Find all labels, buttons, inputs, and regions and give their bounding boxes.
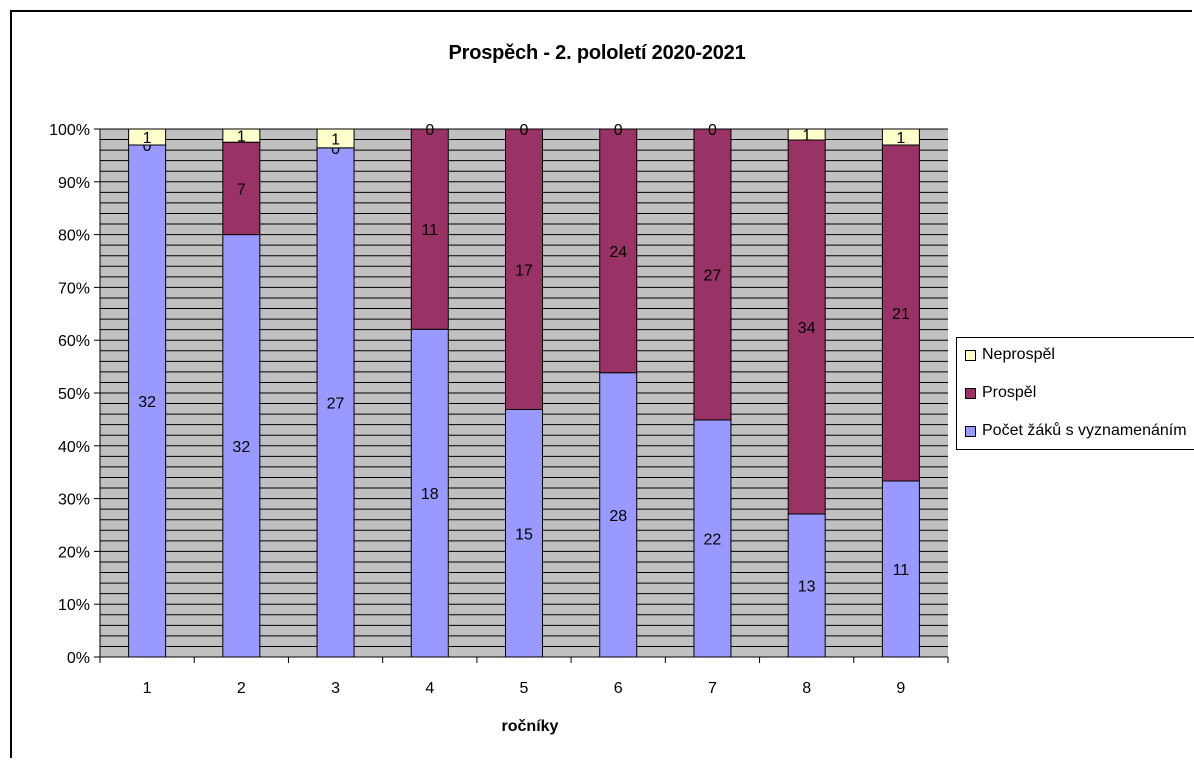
bar-segment xyxy=(410,128,449,330)
bar-segment xyxy=(410,328,449,658)
bar-segment xyxy=(787,128,826,141)
data-label: 0 xyxy=(331,141,340,158)
x-tick-label: 8 xyxy=(802,680,811,697)
bar-segment xyxy=(881,128,920,146)
data-label: 1 xyxy=(237,129,246,146)
legend-item-vyznamenani: Počet žáků s vyznamenáním xyxy=(965,420,1187,442)
data-label: 28 xyxy=(609,508,627,525)
legend-item-prospel: Prospěl xyxy=(965,382,1036,404)
x-tick-label: 5 xyxy=(520,680,529,697)
legend-swatch-prospel xyxy=(965,387,976,399)
data-label: 17 xyxy=(515,262,533,279)
data-label: 0 xyxy=(520,122,529,139)
y-tick-label: 100% xyxy=(49,122,90,139)
data-label: 18 xyxy=(421,486,439,503)
data-label: 0 xyxy=(708,122,717,139)
bar-segment xyxy=(222,234,261,658)
chart-title: Prospěch - 2. pololetí 2020-2021 xyxy=(448,42,746,64)
data-label: 0 xyxy=(614,122,623,139)
data-label: 1 xyxy=(802,128,811,145)
y-tick-label: 20% xyxy=(58,544,90,561)
data-label: 1 xyxy=(143,130,152,147)
y-tick-label: 70% xyxy=(58,280,90,297)
bar-segment xyxy=(693,128,732,421)
x-tick-label: 9 xyxy=(896,680,905,697)
y-tick-label: 10% xyxy=(58,597,90,614)
x-tick-label: 1 xyxy=(143,680,152,697)
y-tick-label: 30% xyxy=(58,492,90,509)
legend-label-vyznamenani: Počet žáků s vyznamenáním xyxy=(982,422,1187,439)
legend: Neprospěl Prospěl Počet žáků s vyznamená… xyxy=(956,337,1194,450)
x-tick-label: 2 xyxy=(237,680,246,697)
bar-segment xyxy=(881,480,920,658)
legend-swatch-vyznamenani xyxy=(965,425,976,437)
legend-label-neprospel: Neprospěl xyxy=(982,346,1055,363)
legend-swatch-neprospel xyxy=(965,349,976,361)
data-label: 0 xyxy=(143,138,152,155)
x-axis-title: ročníky xyxy=(501,718,559,735)
data-label: 24 xyxy=(609,244,627,261)
data-label: 15 xyxy=(515,526,533,543)
bar-segment xyxy=(787,513,826,658)
legend-label-prospel: Prospěl xyxy=(982,384,1037,401)
data-label: 11 xyxy=(421,222,438,239)
data-label: 27 xyxy=(327,395,345,412)
x-tick-label: 3 xyxy=(331,680,340,697)
y-tick-label: 50% xyxy=(58,386,90,403)
bar-segment xyxy=(222,141,261,236)
data-label: 22 xyxy=(704,531,722,548)
data-label: 13 xyxy=(798,579,816,596)
bar-segment xyxy=(881,144,920,482)
y-tick-label: 40% xyxy=(58,439,90,456)
legend-item-neprospel: Neprospěl xyxy=(965,344,1055,366)
bar-segment xyxy=(222,128,261,143)
y-tick-label: 80% xyxy=(58,228,90,245)
bar-segment xyxy=(316,147,355,658)
x-tick-label: 4 xyxy=(425,680,434,697)
bar-segment xyxy=(787,139,826,515)
data-label: 11 xyxy=(893,562,910,579)
bar-segment xyxy=(128,128,167,146)
y-tick-label: 0% xyxy=(67,650,90,667)
y-tick-label: 90% xyxy=(58,175,90,192)
data-label: 32 xyxy=(232,439,250,456)
y-tick-label: 60% xyxy=(58,333,90,350)
x-tick-label: 7 xyxy=(708,680,717,697)
data-label: 21 xyxy=(892,306,910,323)
data-label: 0 xyxy=(425,122,434,139)
x-tick-label: 6 xyxy=(614,680,623,697)
data-label: 34 xyxy=(798,320,816,337)
data-label: 1 xyxy=(331,131,340,148)
data-label: 32 xyxy=(138,394,156,411)
bar-segment xyxy=(316,128,355,149)
bar-segment xyxy=(599,128,638,374)
data-label: 27 xyxy=(704,267,722,284)
bar-segment xyxy=(505,128,543,410)
data-label: 7 xyxy=(237,181,246,198)
bar-segment xyxy=(505,409,543,658)
bar-segment xyxy=(128,144,167,658)
data-label: 1 xyxy=(896,130,905,147)
